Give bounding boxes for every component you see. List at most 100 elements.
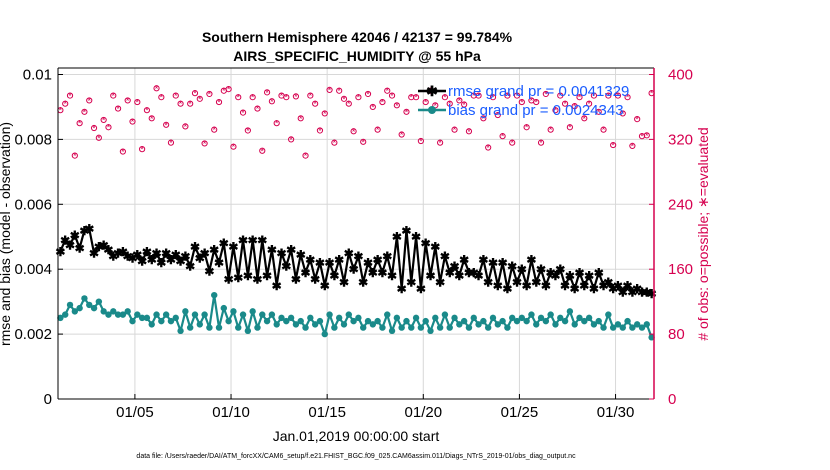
- obs-possible-marker: [139, 146, 146, 153]
- bias-point: [335, 314, 343, 322]
- obs-evaluated-marker: *: [443, 93, 447, 103]
- bias-point: [355, 314, 362, 322]
- rmse-point: ✱: [498, 256, 508, 270]
- rmse-point: ✱: [488, 256, 498, 270]
- obs-evaluated-marker: *: [520, 98, 524, 108]
- rmse-point: ✱: [541, 279, 551, 293]
- rmse-series: ✱✱✱✱✱✱✱✱✱✱✱✱✱✱✱✱✱✱✱✱✱✱✱✱✱✱✱✱✱✱✱✱✱✱✱✱✱✱✱✱…: [55, 222, 656, 301]
- obs-evaluated-marker: *: [107, 123, 111, 133]
- bias-point: [557, 314, 564, 322]
- bias-point: [460, 317, 468, 325]
- obs-evaluated-marker: *: [506, 91, 510, 101]
- rmse-point: ✱: [613, 279, 623, 293]
- bias-point: [129, 317, 136, 325]
- obs-evaluated-marker: *: [390, 91, 394, 101]
- rmse-point: ✱: [363, 256, 373, 270]
- obs-possible-marker: [95, 134, 102, 141]
- x-tick-label: 01/05: [116, 404, 154, 421]
- obs-evaluated-marker: *: [63, 99, 67, 109]
- obs-possible-marker: [513, 92, 521, 99]
- obs-evaluated-marker: *: [462, 100, 466, 110]
- rmse-point: ✱: [70, 229, 80, 243]
- obs-evaluated-marker: *: [371, 102, 375, 112]
- bias-point: [239, 311, 247, 318]
- rmse-point: ✱: [421, 237, 431, 251]
- obs-possible-marker: [374, 126, 381, 133]
- obs-possible-marker: [235, 94, 242, 101]
- obs-possible-marker: [456, 97, 463, 104]
- obs-evaluated-marker: *: [578, 93, 582, 103]
- rmse-point: ✱: [377, 266, 387, 280]
- obs-possible-marker: [114, 105, 122, 112]
- bias-point: [542, 317, 550, 325]
- rmse-point: ✱: [262, 269, 272, 283]
- obs-possible-marker: [614, 92, 622, 99]
- bias-point: [436, 324, 444, 331]
- rmse-point: ✱: [94, 240, 104, 254]
- obs-evaluated-marker: *: [212, 125, 216, 135]
- rmse-point: ✱: [478, 253, 488, 267]
- obs-evaluated-marker: *: [318, 126, 322, 136]
- bias-point: [518, 314, 526, 322]
- bias-point: [57, 314, 64, 322]
- bias-point: [90, 304, 98, 312]
- obs-evaluated-marker: *: [203, 139, 207, 149]
- x-tick-label: 01/25: [501, 404, 539, 421]
- rmse-point: ✱: [281, 259, 291, 273]
- obs-evaluated-marker: *: [59, 106, 63, 116]
- bias-point: [619, 324, 626, 331]
- obs-evaluated-marker: *: [280, 91, 284, 101]
- rmse-point: ✱: [79, 224, 89, 238]
- obs-evaluated-marker: *: [438, 138, 442, 148]
- bias-point: [311, 321, 319, 328]
- obs-evaluated-marker: *: [544, 89, 548, 99]
- obs-evaluated-marker: *: [227, 85, 231, 95]
- bias-point: [134, 311, 141, 318]
- rmse-point: ✱: [55, 245, 65, 259]
- obs-possible-marker: [163, 121, 170, 128]
- obs-evaluated-marker: *: [616, 91, 620, 101]
- obs-evaluated-marker: *: [188, 99, 192, 109]
- obs-possible-marker: [105, 124, 112, 131]
- rmse-point: ✱: [560, 279, 570, 293]
- obs-possible-marker: [249, 94, 256, 101]
- obs-possible-marker: [509, 139, 516, 146]
- rmse-point: ✱: [512, 276, 522, 290]
- obs-possible-marker: [182, 123, 189, 130]
- obs-evaluated-marker: *: [645, 131, 649, 141]
- obs-evaluated-marker: *: [241, 108, 245, 118]
- rmse-point: ✱: [257, 233, 267, 247]
- obs-evaluated-marker: *: [68, 91, 72, 101]
- rmse-point: ✱: [127, 251, 137, 265]
- rmse-point: ✱: [517, 263, 527, 277]
- bias-point: [422, 317, 429, 325]
- obs-possible-marker: [201, 140, 208, 147]
- obs-possible-marker: [542, 90, 549, 98]
- bias-point: [100, 308, 107, 315]
- bias-point: [278, 314, 285, 322]
- rmse-point: ✱: [623, 279, 633, 293]
- obs-evaluated-marker: *: [626, 93, 630, 103]
- rmse-point: ✱: [373, 253, 383, 267]
- obs-possible-marker: [345, 100, 352, 107]
- obs-evaluated-marker: *: [92, 124, 96, 134]
- obs-possible-marker: [336, 87, 343, 94]
- rmse-point: ✱: [276, 246, 286, 260]
- bias-point: [283, 317, 290, 325]
- rmse-point: ✱: [238, 233, 248, 247]
- rmse-point: ✱: [224, 272, 234, 286]
- obs-evaluated-marker: *: [198, 94, 202, 104]
- rmse-point: ✱: [522, 279, 532, 293]
- rmse-point: ✱: [392, 230, 402, 244]
- y-tick-label-right: 400: [668, 66, 693, 83]
- obs-possible-marker: [76, 120, 83, 127]
- rmse-point: ✱: [315, 256, 325, 270]
- bias-point: [230, 308, 237, 315]
- rmse-point: ✱: [325, 256, 335, 270]
- rmse-point: ✱: [233, 271, 243, 285]
- obs-possible-marker: [557, 92, 564, 99]
- x-tick-label: 01/20: [405, 404, 443, 421]
- bias-point: [162, 311, 170, 318]
- obs-possible-marker: [518, 98, 525, 106]
